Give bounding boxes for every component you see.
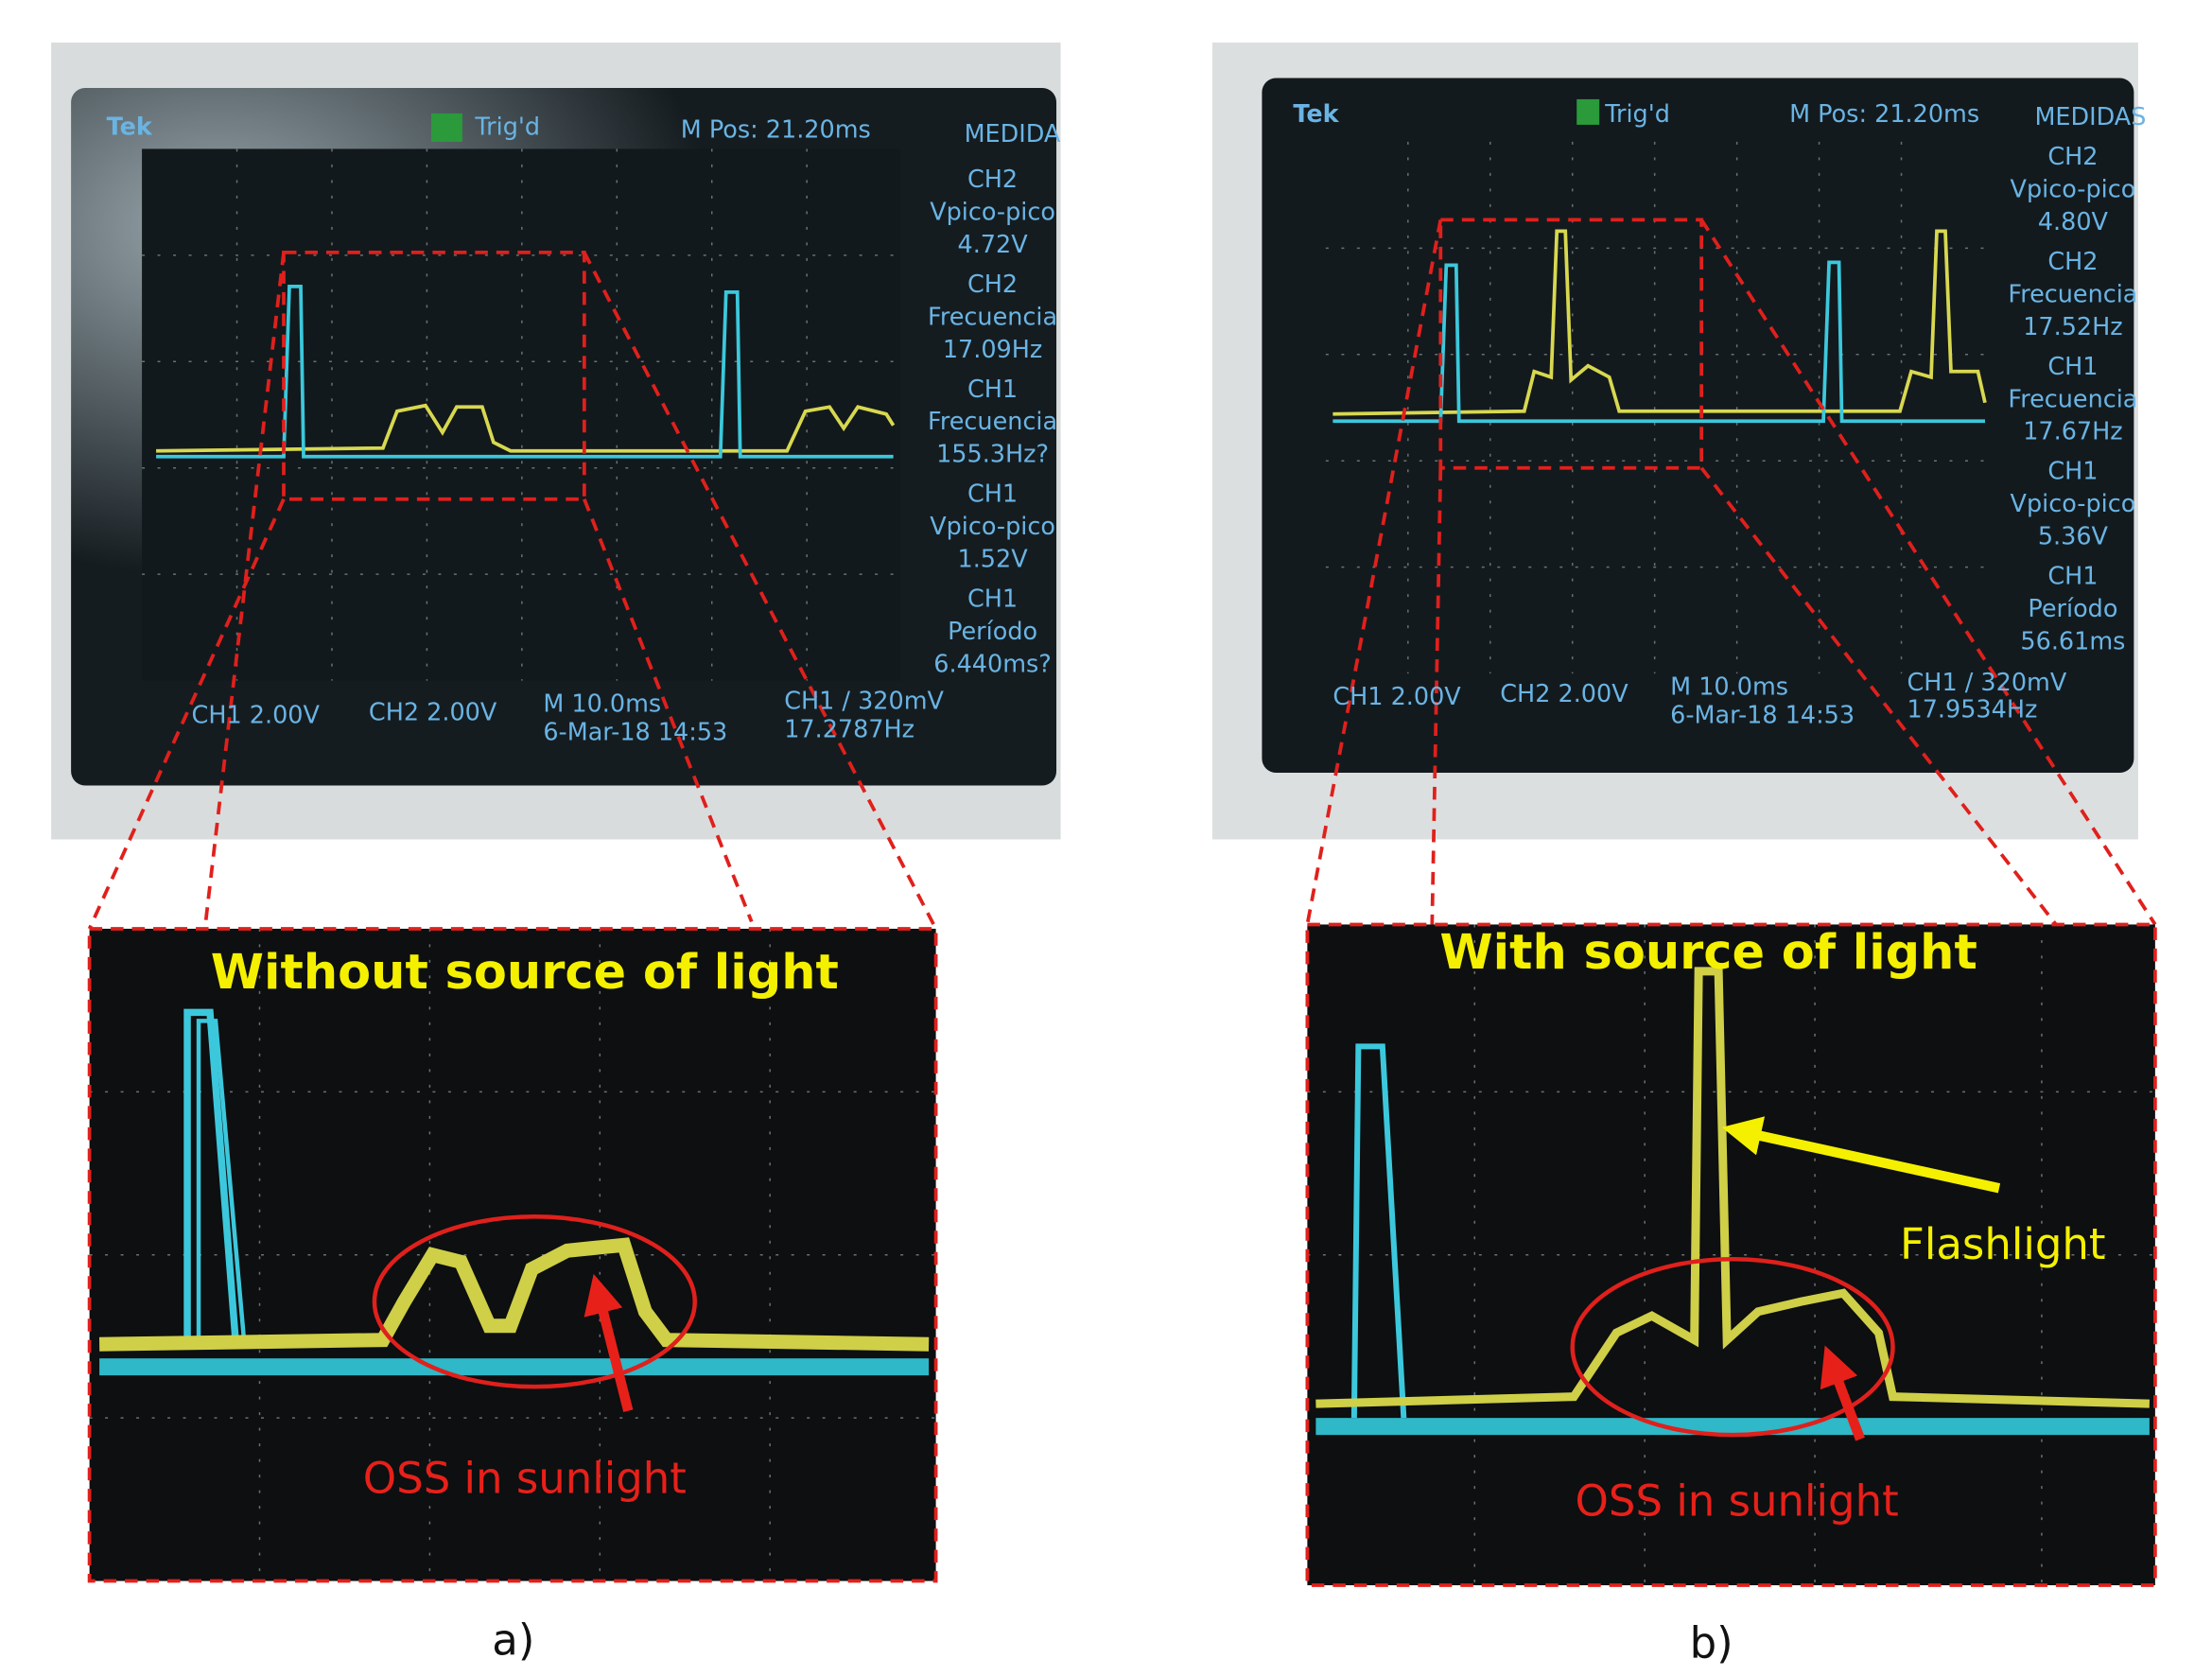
screen-trigger-frequency: 17.2787Hz xyxy=(784,716,914,744)
measurement-channel: CH2 xyxy=(2047,248,2098,276)
measurement-channel: CH1 xyxy=(2047,458,2098,486)
screen-ch2-scale: CH2 2.00V xyxy=(1500,680,1629,708)
screen-menu: MEDIDAS xyxy=(2034,103,2146,131)
screen-trigger-state: Trig'd xyxy=(1604,100,1670,129)
measurement-quantity: Vpico-pico xyxy=(2011,175,2136,203)
measurement-reading: 6.440ms? xyxy=(933,651,1052,679)
measurement-quantity: Frecuencia xyxy=(928,408,1057,436)
measurement-reading: 4.72V xyxy=(957,231,1028,259)
zoom-annotation: OSS in sunlight xyxy=(363,1454,687,1504)
zoom-a xyxy=(87,927,938,1583)
measurement-quantity: Período xyxy=(2028,595,2117,623)
measurement-reading: 17.52Hz xyxy=(2023,313,2122,341)
measurement-channel: CH1 xyxy=(967,480,1018,509)
measurement-reading: 155.3Hz? xyxy=(936,441,1049,469)
screen-brand: Tek xyxy=(107,113,153,141)
zoom-title: Without source of light xyxy=(211,945,839,1001)
screen-ch1-scale: CH1 2.00V xyxy=(192,702,321,730)
zoom-b xyxy=(1305,922,2157,1587)
measurement-channel: CH1 xyxy=(967,585,1018,614)
screen-ch1-scale: CH1 2.00V xyxy=(1332,683,1461,711)
measurement-quantity: Frecuencia xyxy=(2008,280,2137,308)
measurement-quantity: Vpico-pico xyxy=(2011,490,2136,518)
screen-trigger-state: Trig'd xyxy=(474,113,540,141)
screen-trigger-frequency: 17.9534Hz xyxy=(1907,696,2038,725)
measurement-reading: 1.52V xyxy=(957,546,1028,574)
measurement-quantity: Frecuencia xyxy=(2008,385,2137,413)
measurement-reading: 4.80V xyxy=(2038,208,2109,236)
screen-timebase: M 10.0ms xyxy=(1670,673,1788,702)
measurement-quantity: Vpico-pico xyxy=(930,513,1055,541)
measurement-channel: CH1 xyxy=(2047,563,2098,591)
measurement-reading: 56.61ms xyxy=(2020,628,2125,656)
screen-trigger-level: CH1 / 320mV xyxy=(1907,669,2067,697)
measurement-reading: 17.09Hz xyxy=(943,336,1042,364)
measurement-reading: 5.36V xyxy=(2038,523,2109,551)
measurement-reading: 17.67Hz xyxy=(2023,418,2122,446)
screen-trigger-level: CH1 / 320mV xyxy=(784,688,944,716)
photo-a xyxy=(51,42,1061,840)
measurement-quantity: Frecuencia xyxy=(928,303,1057,331)
measurement-channel: CH1 xyxy=(967,375,1018,404)
zoom-annotation: Flashlight xyxy=(1900,1219,2106,1269)
screen-ch2-scale: CH2 2.00V xyxy=(369,699,497,727)
zoom-annotation: OSS in sunlight xyxy=(1576,1476,1899,1527)
measurement-channel: CH1 xyxy=(2047,353,2098,381)
measurement-quantity: Período xyxy=(948,618,1037,646)
screen-position: M Pos: 21.20ms xyxy=(1789,100,1979,129)
panel-label: a) xyxy=(492,1615,534,1666)
zoom-connectors xyxy=(87,218,2157,930)
screen-timebase: M 10.0ms xyxy=(543,690,661,719)
measurement-channel: CH2 xyxy=(967,166,1018,194)
screen-timestamp: 6-Mar-18 14:53 xyxy=(1670,702,1855,730)
photo-b xyxy=(1211,42,2138,840)
panel-label: b) xyxy=(1690,1618,1733,1668)
measurement-quantity: Vpico-pico xyxy=(930,198,1055,226)
screen-timestamp: 6-Mar-18 14:53 xyxy=(543,719,727,747)
screen-brand: Tek xyxy=(1293,100,1339,129)
screen-position: M Pos: 21.20ms xyxy=(681,115,871,144)
zoom-title: With source of light xyxy=(1439,925,1977,981)
measurement-channel: CH2 xyxy=(2047,143,2098,171)
screen-menu: MEDIDA xyxy=(965,120,1061,148)
measurement-channel: CH2 xyxy=(967,271,1018,299)
